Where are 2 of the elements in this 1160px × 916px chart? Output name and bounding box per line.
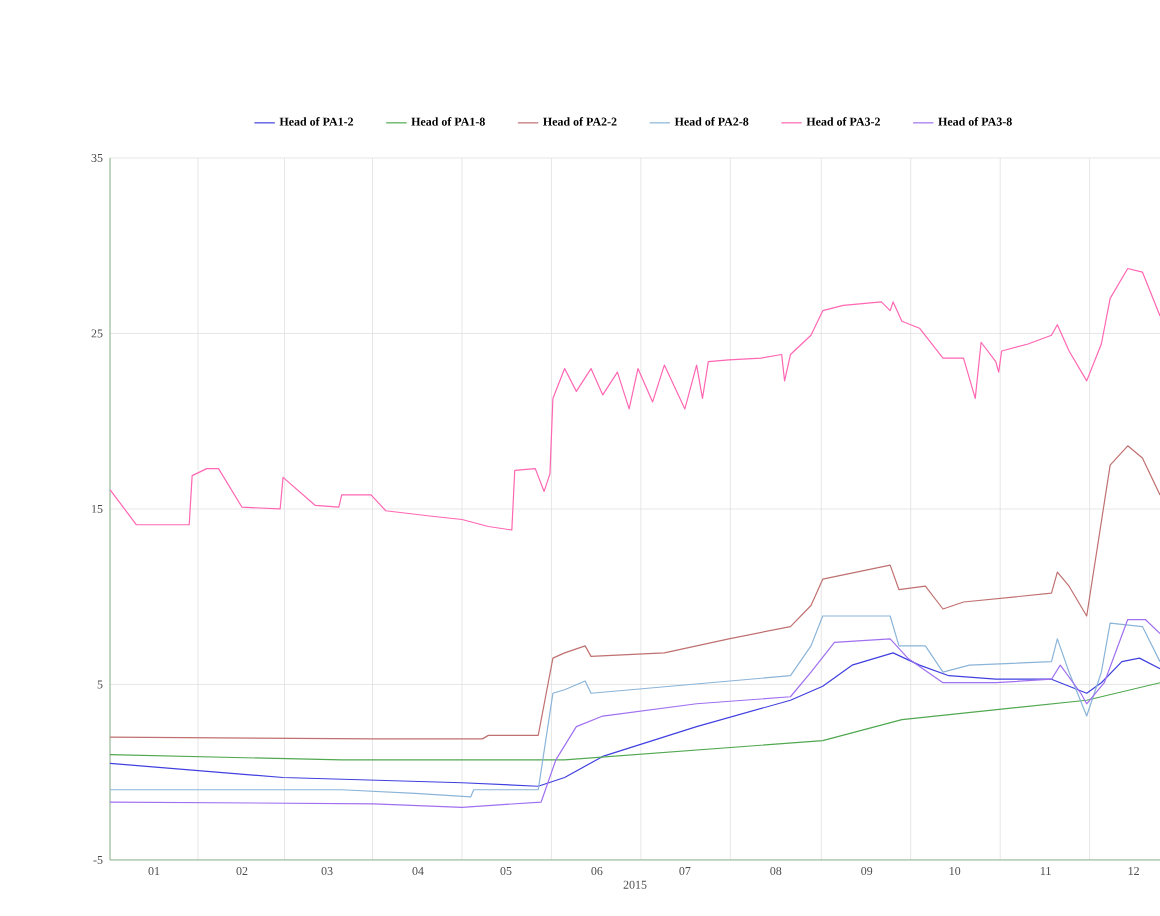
line-series bbox=[110, 445, 1160, 740]
line-series bbox=[110, 267, 1160, 531]
